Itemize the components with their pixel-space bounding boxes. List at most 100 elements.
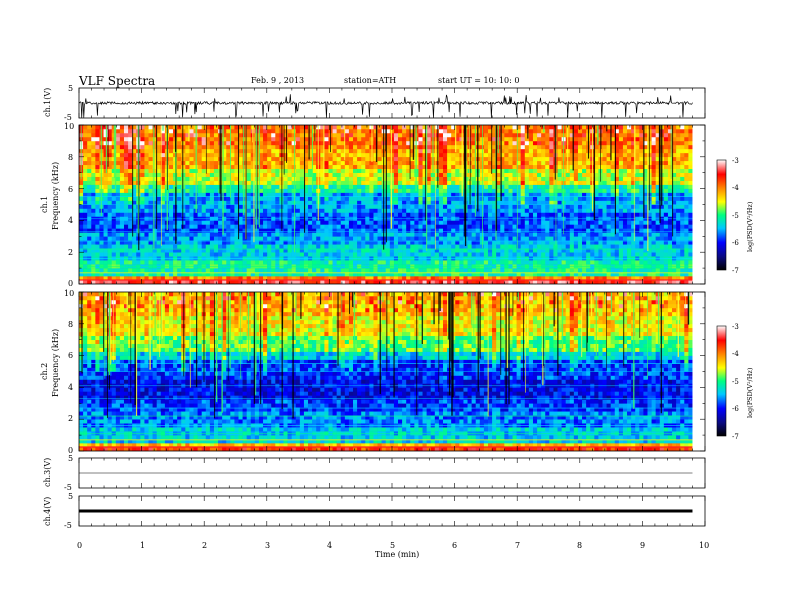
- spectrogram-cell: [414, 200, 419, 205]
- spectrogram-cell: [357, 164, 362, 170]
- spectrogram-cell: [447, 140, 452, 146]
- spectrogram-cell: [128, 272, 133, 277]
- spectrogram-cell: [483, 184, 489, 189]
- spectrogram-cell: [238, 260, 243, 265]
- spectrogram-cell: [487, 192, 493, 197]
- spectrogram-cell: [520, 184, 526, 189]
- spectrogram-cell: [209, 252, 215, 257]
- spectrogram-cell: [291, 196, 297, 201]
- spectrogram-cell: [128, 132, 133, 138]
- spectrogram-cell: [582, 125, 587, 130]
- spectrogram-cell: [238, 184, 243, 189]
- spectrogram-cell: [406, 144, 411, 150]
- spectrogram-cell: [205, 204, 211, 209]
- spectrogram-cell: [308, 224, 313, 229]
- spectrogram-cell: [459, 184, 464, 189]
- spectrogram-cell: [348, 248, 354, 253]
- spectrogram-cell: [459, 240, 464, 245]
- spectrogram-cell: [189, 236, 194, 241]
- spectrogram-cell: [532, 236, 538, 241]
- spectrogram-cell: [561, 208, 566, 213]
- spectrogram-cell: [320, 196, 325, 201]
- spectrogram-cell: [434, 232, 440, 237]
- spectrogram-cell: [569, 248, 575, 253]
- spectrogram-cell: [524, 232, 530, 237]
- spectrogram-cell: [410, 184, 415, 189]
- spectrogram-cell: [418, 140, 423, 146]
- spectrogram-cell: [393, 156, 399, 162]
- spectrogram-cell: [508, 200, 513, 205]
- spectrogram-cell: [565, 224, 571, 229]
- spectrogram-cell: [455, 232, 460, 237]
- spectrogram-cell: [348, 132, 354, 138]
- spectrogram-cell: [340, 260, 346, 265]
- spectrogram-cell: [246, 188, 252, 193]
- spectrogram-cell: [414, 240, 419, 245]
- spectrogram-cell: [308, 196, 313, 201]
- spectrogram-cell: [164, 268, 170, 273]
- spectrogram-cell: [295, 176, 301, 181]
- spectrogram-cell: [475, 268, 481, 273]
- spectrogram-cell: [246, 140, 252, 146]
- spectrogram-cell: [303, 128, 309, 134]
- spectrogram-cell: [344, 212, 350, 217]
- spectrogram-cell: [385, 168, 391, 173]
- spectrogram-cell: [451, 128, 456, 134]
- spectrogram-cell: [99, 280, 104, 284]
- spectrogram-cell: [389, 228, 395, 233]
- spectrogram-cell: [500, 260, 505, 265]
- spectrogram-cell: [393, 176, 399, 181]
- spectrogram-cell: [197, 132, 202, 138]
- spectrogram-cell: [115, 248, 121, 253]
- spectrogram-cell: [275, 140, 280, 146]
- spectrogram-cell: [283, 248, 288, 253]
- spectrogram-cell: [549, 268, 554, 273]
- spectrogram-cell: [528, 168, 534, 173]
- spectrogram-cell: [586, 212, 591, 217]
- spectrogram-cell: [373, 200, 378, 205]
- spectrogram-cell: [238, 272, 243, 277]
- spectrogram-cell: [287, 200, 292, 205]
- spectrogram-cell: [91, 136, 96, 142]
- spectrogram-cell: [426, 240, 432, 245]
- spectrogram-cell: [263, 228, 268, 233]
- spectrogram-cell: [234, 248, 239, 253]
- spectrogram-cell: [393, 232, 399, 237]
- spectrogram-cell: [524, 260, 530, 265]
- spectrogram-cell: [406, 260, 411, 265]
- spectrogram-cell: [332, 136, 337, 142]
- spectrogram-cell: [586, 252, 591, 257]
- spectrogram-cell: [434, 248, 440, 253]
- spectrogram-cell: [569, 228, 575, 233]
- spectrogram-cell: [254, 232, 260, 237]
- spectrogram-cell: [512, 260, 517, 265]
- spectrogram-cell: [303, 248, 309, 253]
- spectrogram-cell: [373, 280, 378, 284]
- spectrogram-cell: [160, 184, 166, 189]
- spectrogram-cell: [205, 164, 211, 170]
- spectrogram-cell: [471, 160, 477, 166]
- spectrogram-cell: [344, 192, 350, 197]
- spectrogram-cell: [140, 140, 145, 146]
- spectrogram-cell: [144, 176, 149, 181]
- spectrogram-cell: [205, 268, 211, 273]
- spectrogram-cell: [246, 160, 252, 166]
- spectrogram-cell: [263, 156, 268, 162]
- spectrogram-cell: [291, 188, 297, 193]
- spectrogram-cell: [213, 168, 219, 173]
- spectrogram-cell: [426, 136, 432, 142]
- spectrogram-cell: [148, 200, 153, 205]
- spectrogram-cell: [263, 212, 268, 217]
- spectrogram-cell: [344, 224, 350, 229]
- spectrogram-cell: [324, 148, 329, 154]
- spectrogram-cell: [99, 236, 104, 241]
- spectrogram-cell: [496, 188, 501, 193]
- spectrogram-cell: [99, 276, 104, 281]
- spectrogram-cell: [582, 160, 587, 166]
- spectrogram-cell: [348, 228, 354, 233]
- spectrogram-cell: [549, 280, 554, 284]
- spectrogram-cell: [299, 280, 305, 284]
- spectrogram-cell: [111, 236, 117, 241]
- spectrogram-cell: [254, 228, 260, 233]
- spectrogram-cell: [512, 156, 517, 162]
